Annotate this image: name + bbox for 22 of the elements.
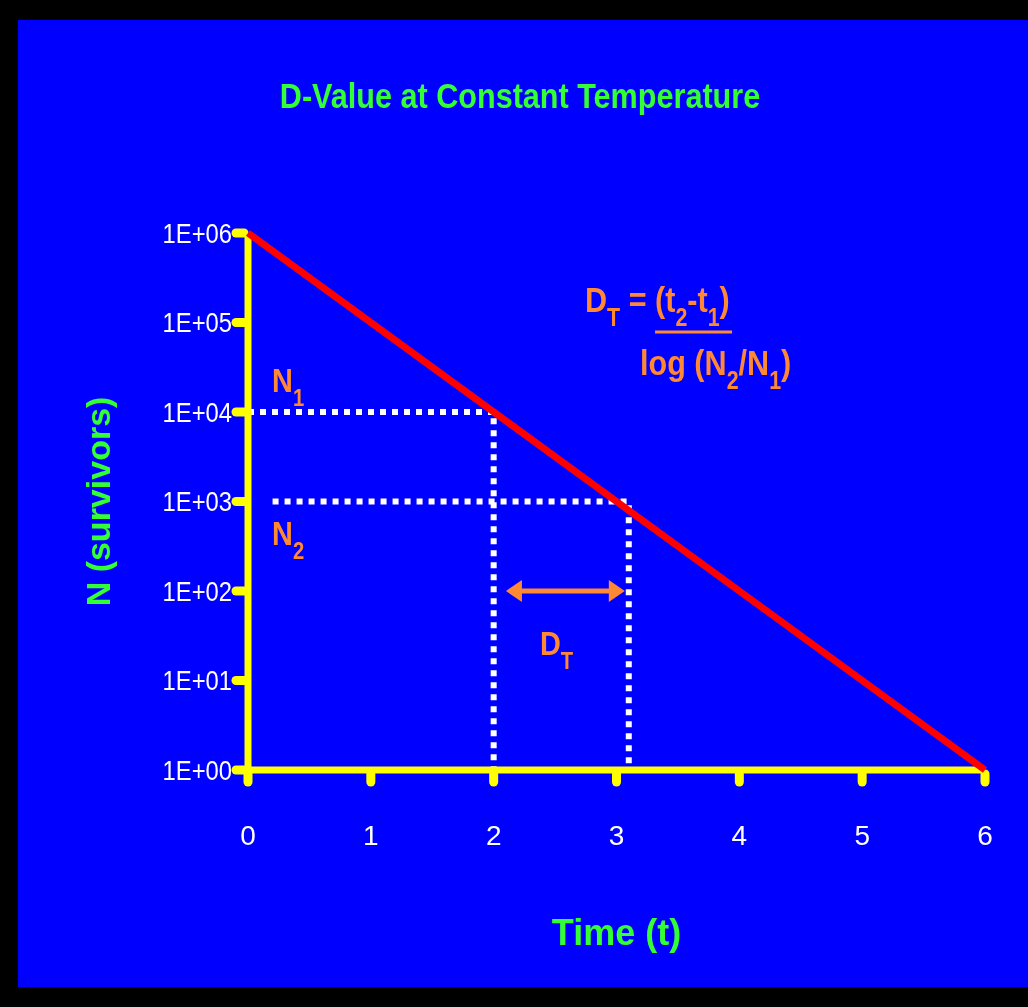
chart-title: D-Value at Constant Temperature xyxy=(279,75,761,116)
x-tick-label: 6 xyxy=(977,820,993,851)
y-axis-title: N (survivors) xyxy=(79,396,117,607)
y-tick-label: 1E+05 xyxy=(162,306,232,339)
annotation: N$_{1}$ xyxy=(272,360,305,411)
x-tick-label: 4 xyxy=(731,820,748,851)
y-tick-label: 1E+01 xyxy=(162,664,232,697)
annotation: log (N$_{2}$/N$_{1}$) xyxy=(640,342,792,395)
x-tick-label: 5 xyxy=(854,820,870,851)
x-tick-label: 3 xyxy=(608,820,625,851)
x-tick-label: 0 xyxy=(240,820,256,851)
annotation: N$_{2}$ xyxy=(272,513,305,564)
annotation: D$_{T}$ xyxy=(540,623,574,674)
y-tick-label: 1E+04 xyxy=(162,396,232,429)
x-axis-title: Time (t) xyxy=(551,912,682,953)
x-tick-label: 1 xyxy=(363,820,379,851)
y-tick-label: 1E+02 xyxy=(162,575,232,608)
y-tick-label: 1E+00 xyxy=(162,754,232,787)
annotation: D$_{T}$ = (t$_{2}$-t$_{1}$) xyxy=(585,279,730,332)
y-tick-label: 1E+03 xyxy=(162,485,232,518)
y-tick-label: 1E+06 xyxy=(162,217,232,250)
x-tick-label: 2 xyxy=(485,820,502,851)
